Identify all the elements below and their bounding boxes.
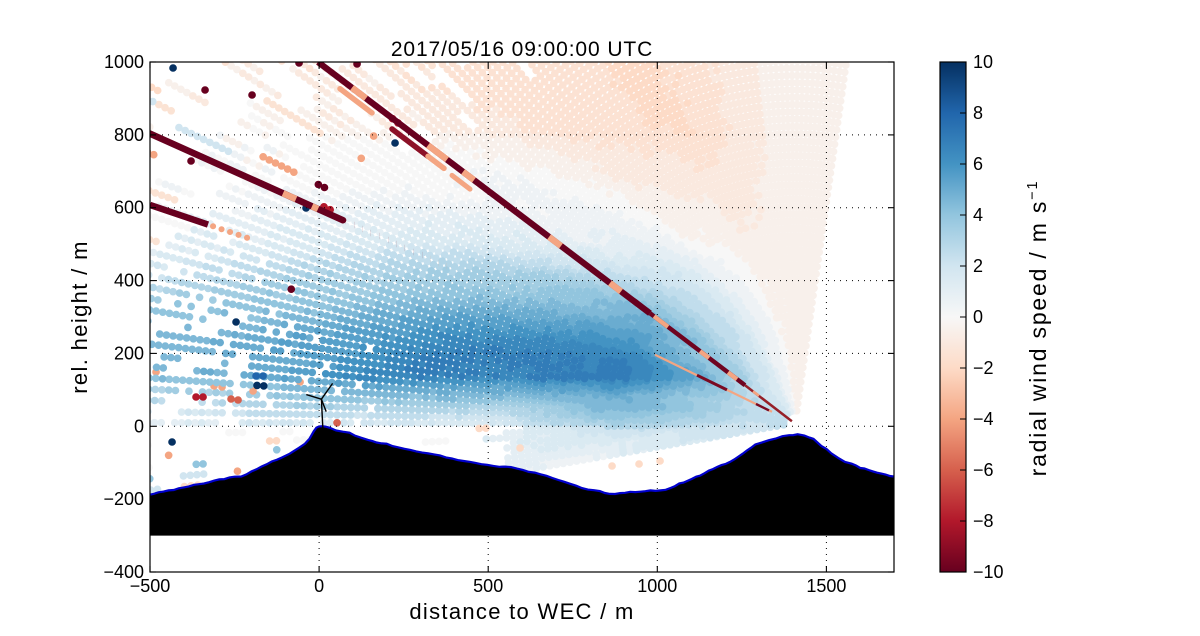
svg-text:4: 4 — [973, 205, 983, 225]
svg-text:−4: −4 — [973, 409, 994, 429]
svg-text:−500: −500 — [130, 576, 171, 596]
svg-text:0: 0 — [973, 307, 983, 327]
svg-text:200: 200 — [114, 343, 144, 363]
svg-text:−400: −400 — [103, 562, 144, 582]
svg-text:−200: −200 — [103, 489, 144, 509]
svg-text:2: 2 — [973, 256, 983, 276]
svg-text:−10: −10 — [973, 562, 1004, 582]
svg-text:600: 600 — [114, 198, 144, 218]
svg-text:0: 0 — [134, 416, 144, 436]
svg-text:−6: −6 — [973, 460, 994, 480]
svg-text:10: 10 — [973, 52, 993, 72]
svg-text:1000: 1000 — [637, 576, 677, 596]
svg-text:8: 8 — [973, 103, 983, 123]
svg-text:400: 400 — [114, 271, 144, 291]
svg-text:500: 500 — [473, 576, 503, 596]
svg-text:6: 6 — [973, 154, 983, 174]
svg-text:−2: −2 — [973, 358, 994, 378]
svg-text:radial wind speed / m s−1: radial wind speed / m s−1 — [1025, 180, 1051, 477]
svg-text:distance to WEC / m: distance to WEC / m — [409, 599, 634, 624]
svg-text:2017/05/16 09:00:00 UTC: 2017/05/16 09:00:00 UTC — [391, 38, 653, 61]
svg-text:0: 0 — [314, 576, 324, 596]
svg-text:−8: −8 — [973, 511, 994, 531]
svg-text:1500: 1500 — [806, 576, 846, 596]
svg-text:800: 800 — [114, 125, 144, 145]
svg-text:rel. height / m: rel. height / m — [67, 240, 92, 394]
svg-text:1000: 1000 — [104, 52, 144, 72]
